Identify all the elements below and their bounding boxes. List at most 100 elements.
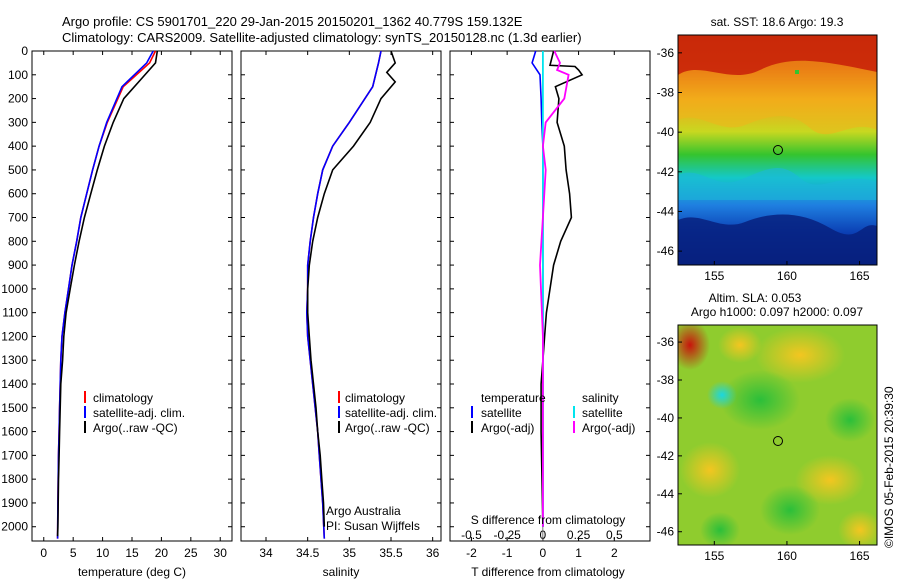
salinity-legend: climatology satellite-adj. clim. Argo(..…: [338, 391, 437, 435]
depth-tick-label: 1100: [2, 306, 28, 320]
legend-s-argo-label: Argo(-adj): [582, 421, 635, 435]
series-line-salinity-argo-adj-: [539, 50, 570, 527]
temperature-xlabel: temperature (deg C): [78, 565, 186, 579]
difference-plot-frame: [449, 50, 651, 542]
legend-argo-label: Argo(..raw -QC): [93, 421, 178, 435]
x-tick-label: 0.5: [606, 528, 623, 542]
legend-salinity-title: salinity: [582, 391, 619, 405]
sla-map-title-2: Argo h1000: 0.097 h2000: 0.097: [691, 305, 863, 319]
temperature-legend: climatology satellite-adj. clim. Argo(..…: [84, 391, 185, 435]
x-tick-label: 20: [155, 546, 169, 560]
lat-tick-label: -42: [657, 165, 675, 179]
series-line-argo-raw-qc-: [306, 50, 397, 527]
lat-tick-label: -40: [657, 125, 675, 139]
depth-tick-label: 1400: [1, 377, 28, 391]
x-tick-label: -0.5: [461, 528, 482, 542]
salinity-panel: 34 34.5 35 35.5 36 salinity climatology sate…: [240, 50, 442, 579]
salinity-xlabel: salinity: [323, 565, 360, 579]
lat-tick-label: -42: [657, 449, 675, 463]
footer-stamp: ©IMOS 05-Feb-2015 20:39:30: [882, 386, 896, 548]
depth-tick-label: 100: [8, 68, 28, 82]
x-tick-label: 5: [70, 546, 77, 560]
sla-map-frame: [677, 324, 878, 546]
depth-tick-label: 700: [8, 211, 28, 225]
depth-tick-label: 1500: [1, 401, 28, 415]
sst-map-frame: [677, 34, 878, 266]
legend-satellite-adj-label: satellite-adj. clim.: [345, 406, 437, 420]
depth-tick-label: 1000: [1, 282, 28, 296]
lat-tick-label: -36: [657, 46, 675, 60]
lat-tick-label: -38: [657, 86, 675, 100]
legend-temperature-title: temperature: [481, 391, 546, 405]
sla-map-image: [678, 325, 877, 545]
lon-tick-label: 155: [704, 549, 724, 563]
owner-note: Argo Australia: [326, 504, 401, 518]
lat-tick-label: -44: [657, 204, 675, 218]
legend-satellite-adj-label: satellite-adj. clim.: [93, 406, 185, 420]
x-tick-label: -2: [466, 546, 477, 560]
sla-argo-marker: [773, 436, 783, 446]
s-difference-label: S difference from climatology: [471, 513, 626, 527]
depth-tick-label: 1700: [1, 448, 28, 462]
depth-tick-label: 300: [8, 115, 28, 129]
x-tick-label: -1: [502, 546, 513, 560]
x-tick-label: 35.5: [379, 546, 403, 560]
header-line-2: Climatology: CARS2009. Satellite-adjuste…: [62, 30, 582, 45]
lon-tick-label: 155: [704, 269, 724, 283]
temperature-plot-frame: [31, 50, 233, 542]
x-tick-label: 1: [575, 546, 582, 560]
depth-tick-label: 400: [8, 139, 28, 153]
sst-map: sat. SST: 18.6 Argo: 19.3 -36 -38 -40 -42 -4…: [657, 15, 878, 283]
lon-tick-label: 160: [777, 549, 797, 563]
lat-tick-label: -46: [657, 525, 675, 539]
sst-map-axes: -36 -38 -40 -42 -44 -46 155 160 165: [657, 46, 870, 283]
pi-note: PI: Susan Wijffels: [326, 519, 420, 533]
depth-tick-label: 1200: [1, 329, 28, 343]
salinity-plot-frame: [240, 50, 442, 542]
lon-tick-label: 165: [850, 269, 870, 283]
depth-tick-label: 2000: [1, 520, 28, 534]
lat-tick-label: -40: [657, 411, 675, 425]
lat-tick-label: -36: [657, 335, 675, 349]
x-tick-label: 25: [184, 546, 198, 560]
x-tick-label: 10: [96, 546, 110, 560]
x-tick-label: 36: [426, 546, 440, 560]
legend-climatology-label: climatology: [345, 391, 405, 405]
depth-tick-label: 1600: [1, 425, 28, 439]
temperature-x-ticks: 0 5 10 15 20 25 30: [40, 51, 227, 560]
legend-t-argo-label: Argo(-adj): [481, 421, 534, 435]
difference-lines: [531, 50, 584, 541]
x-tick-label: 34: [259, 546, 273, 560]
depth-tick-label: 200: [8, 92, 28, 106]
t-difference-xlabel: T difference from climatology: [471, 565, 625, 579]
depth-tick-label: 1900: [1, 496, 28, 510]
lat-tick-label: -44: [657, 487, 675, 501]
sst-argo-marker: [773, 145, 783, 155]
depth-tick-label: 1300: [1, 353, 28, 367]
lat-tick-label: -38: [657, 373, 675, 387]
depth-tick-label: 0: [21, 44, 28, 58]
lon-tick-label: 160: [777, 269, 797, 283]
sla-map: Altim. SLA: 0.053 Argo h1000: 0.097 h200…: [657, 291, 878, 563]
temperature-lines: [56, 50, 159, 539]
sst-map-image: [678, 35, 877, 265]
x-tick-label: 0.25: [567, 528, 591, 542]
x-tick-label: 0: [40, 546, 47, 560]
depth-tick-label: 500: [8, 163, 28, 177]
legend-t-satellite-label: satellite: [481, 406, 522, 420]
depth-tick-label: 800: [8, 234, 28, 248]
depth-tick-label: 900: [8, 258, 28, 272]
x-tick-label: 35: [343, 546, 357, 560]
difference-legend: temperature satellite Argo(-adj) salinit…: [471, 391, 635, 435]
series-line-satellite-adj-clim-: [56, 50, 154, 539]
header-line-1: Argo profile: CS 5901701_220 29-Jan-2015…: [62, 14, 523, 29]
x-tick-label: 0: [540, 546, 547, 560]
temperature-panel: 0 5 10 15 20 25 30 temperature (deg C) climato…: [31, 50, 233, 579]
x-tick-label: 15: [125, 546, 139, 560]
difference-panel: -2 -1 0 1 2-0.5 -0.25 0 0.25 0.5 S difference fr…: [449, 50, 651, 579]
x-tick-label: 34.5: [296, 546, 320, 560]
series-line-argo-raw-qc-: [56, 50, 159, 537]
depth-axis: 0 100 200 300 400 500 600 700 800 900 1000 1100 1200…: [1, 44, 650, 534]
